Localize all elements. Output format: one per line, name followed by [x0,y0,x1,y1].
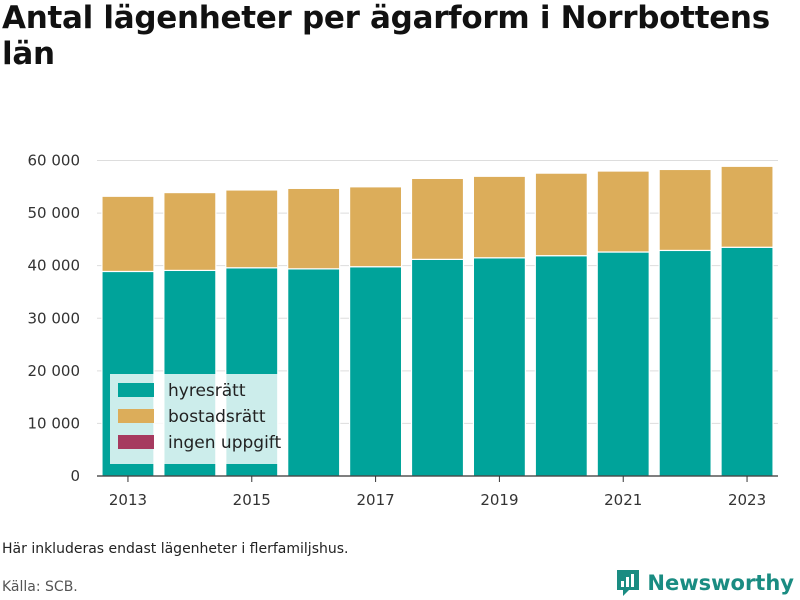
bar-hyresratt-2022 [658,249,712,477]
legend-label-bostadsratt: bostadsrätt [168,407,266,427]
bar-hyresratt-2020 [534,255,588,477]
y-tick-label: 40 000 [28,257,81,275]
legend-label-ingen_uppgift: ingen uppgift [168,433,281,453]
bar-bostadsratt-2020 [534,172,588,257]
footnote: Här inkluderas endast lägenheter i flerf… [2,541,349,557]
bar-hyresratt-2023 [720,246,774,477]
legend-label-hyresratt: hyresrätt [168,381,246,401]
brand-name: Newsworthy [647,571,794,595]
bar-hyresratt-2021 [596,251,650,477]
bar-hyresratt-2019 [472,257,527,477]
y-tick-label: 20 000 [28,362,81,380]
bar-bostadsratt-2019 [472,175,527,259]
chart-title: Antal lägenheter per ägarform i Norrbott… [2,0,770,72]
x-tick-label: 2021 [604,491,642,509]
bar-bostadsratt-2018 [410,177,465,260]
legend-swatch-bostadsratt [118,409,154,423]
y-tick-label: 60 000 [28,152,81,170]
y-tick-label: 0 [70,467,80,485]
newsworthy-logo-icon [617,570,640,596]
x-tick-label: 2023 [728,491,766,509]
x-tick-label: 2013 [109,491,147,509]
bar-bostadsratt-2021 [596,170,650,253]
y-tick-label: 10 000 [28,414,81,432]
bar-hyresratt-2018 [410,258,465,477]
bar-bostadsratt-2017 [348,186,403,268]
y-tick-label: 50 000 [28,204,81,222]
x-tick-label: 2019 [480,491,518,509]
bar-bostadsratt-2015 [225,189,279,269]
bar-bostadsratt-2014 [163,191,217,272]
legend-swatch-hyresratt [118,383,154,397]
x-tick-label: 2015 [233,491,271,509]
x-tick-label: 2017 [356,491,394,509]
bar-hyresratt-2016 [287,268,341,477]
legend: hyresrätt bostadsrätt ingen uppgift [110,374,288,464]
legend-swatch-ingen_uppgift [118,435,154,449]
bar-bostadsratt-2022 [658,168,712,252]
bar-hyresratt-2017 [348,266,403,477]
brand-logo[interactable]: Newsworthy [615,568,794,598]
bar-bostadsratt-2023 [720,165,774,248]
bar-bostadsratt-2016 [287,187,341,270]
bar-bostadsratt-2013 [101,195,155,273]
y-tick-label: 30 000 [28,309,81,327]
source-text: Källa: SCB. [2,579,78,595]
axis-layer: 0 10 000 20 000 30 000 40 000 50 000 60 000 201… [28,152,778,509]
